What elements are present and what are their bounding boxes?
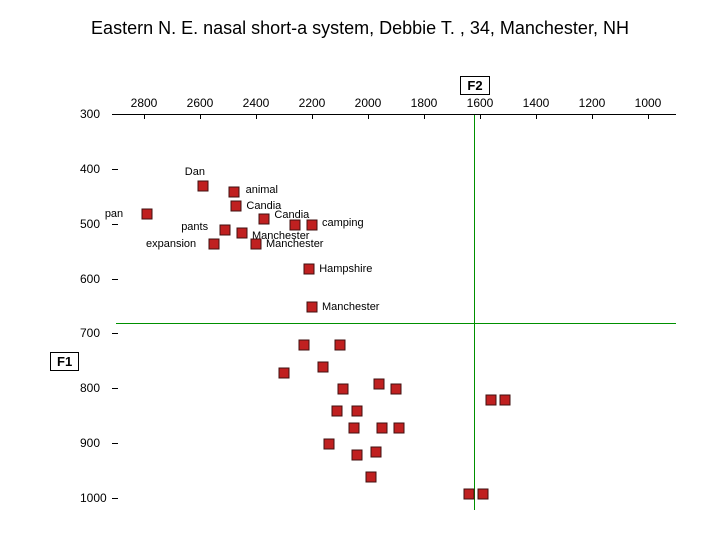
data-point <box>237 227 248 238</box>
data-point <box>486 395 497 406</box>
x-tick <box>480 114 481 119</box>
x-tick-label: 2200 <box>299 96 326 110</box>
y-tick-label: 900 <box>80 436 100 450</box>
data-point <box>209 238 220 249</box>
chart-container: F2 F1 DanpananimalCandiaCandiapantsManch… <box>48 82 678 512</box>
x-tick <box>368 114 369 119</box>
x-tick <box>200 114 201 119</box>
data-point <box>393 422 404 433</box>
data-point <box>290 219 301 230</box>
data-point <box>374 378 385 389</box>
x-tick-label: 2000 <box>355 96 382 110</box>
data-point-label: camping <box>322 217 364 229</box>
data-point <box>307 302 318 313</box>
data-point <box>231 200 242 211</box>
data-point-label: animal <box>246 184 278 196</box>
data-point <box>351 450 362 461</box>
data-point <box>228 186 239 197</box>
y-tick <box>112 169 118 170</box>
y-tick <box>112 224 118 225</box>
data-point-label: pan <box>105 208 123 220</box>
data-point <box>371 447 382 458</box>
crosshair-vertical <box>474 115 475 510</box>
data-point <box>349 422 360 433</box>
data-point <box>318 362 329 373</box>
data-point <box>307 219 318 230</box>
data-point-label: Hampshire <box>319 263 372 275</box>
x-tick <box>424 114 425 119</box>
y-tick-label: 500 <box>80 217 100 231</box>
crosshair-horizontal <box>116 323 676 324</box>
y-tick <box>112 114 118 115</box>
data-point <box>259 214 270 225</box>
data-point <box>337 384 348 395</box>
x-tick <box>536 114 537 119</box>
data-point <box>500 395 511 406</box>
data-point <box>351 406 362 417</box>
x-tick-label: 2600 <box>187 96 214 110</box>
y-tick-label: 400 <box>80 162 100 176</box>
data-point-label: Manchester <box>266 238 323 250</box>
x-axis-label-box: F2 <box>460 76 489 95</box>
x-tick-label: 2400 <box>243 96 270 110</box>
x-tick-label: 1200 <box>579 96 606 110</box>
data-point <box>332 406 343 417</box>
x-tick <box>648 114 649 119</box>
data-point <box>279 367 290 378</box>
y-axis-label-box: F1 <box>50 352 79 371</box>
data-point-label: expansion <box>146 238 196 250</box>
data-point <box>365 472 376 483</box>
y-tick <box>112 498 118 499</box>
y-tick <box>112 443 118 444</box>
data-point-label: Manchester <box>322 301 379 313</box>
data-point-label: Dan <box>185 166 205 178</box>
data-point <box>220 225 231 236</box>
y-tick-label: 300 <box>80 107 100 121</box>
x-tick <box>144 114 145 119</box>
x-tick-label: 1000 <box>635 96 662 110</box>
data-point <box>463 488 474 499</box>
x-tick <box>312 114 313 119</box>
data-point <box>391 384 402 395</box>
data-point <box>197 181 208 192</box>
chart-title: Eastern N. E. nasal short-a system, Debb… <box>0 18 720 39</box>
x-tick-label: 1600 <box>467 96 494 110</box>
data-point <box>298 340 309 351</box>
data-point <box>251 238 262 249</box>
data-point <box>323 439 334 450</box>
y-tick <box>112 388 118 389</box>
data-point <box>304 263 315 274</box>
data-point <box>141 208 152 219</box>
x-tick <box>256 114 257 119</box>
y-tick-label: 800 <box>80 381 100 395</box>
data-point <box>477 488 488 499</box>
y-tick-label: 1000 <box>80 491 107 505</box>
y-tick <box>112 279 118 280</box>
y-tick <box>112 333 118 334</box>
x-tick-label: 1400 <box>523 96 550 110</box>
data-point <box>335 340 346 351</box>
plot-area: DanpananimalCandiaCandiapantsManchestere… <box>116 114 676 510</box>
data-point <box>377 422 388 433</box>
x-tick-label: 1800 <box>411 96 438 110</box>
x-tick-label: 2800 <box>131 96 158 110</box>
y-tick-label: 700 <box>80 326 100 340</box>
x-tick <box>592 114 593 119</box>
y-tick-label: 600 <box>80 272 100 286</box>
data-point-label: pants <box>181 221 208 233</box>
